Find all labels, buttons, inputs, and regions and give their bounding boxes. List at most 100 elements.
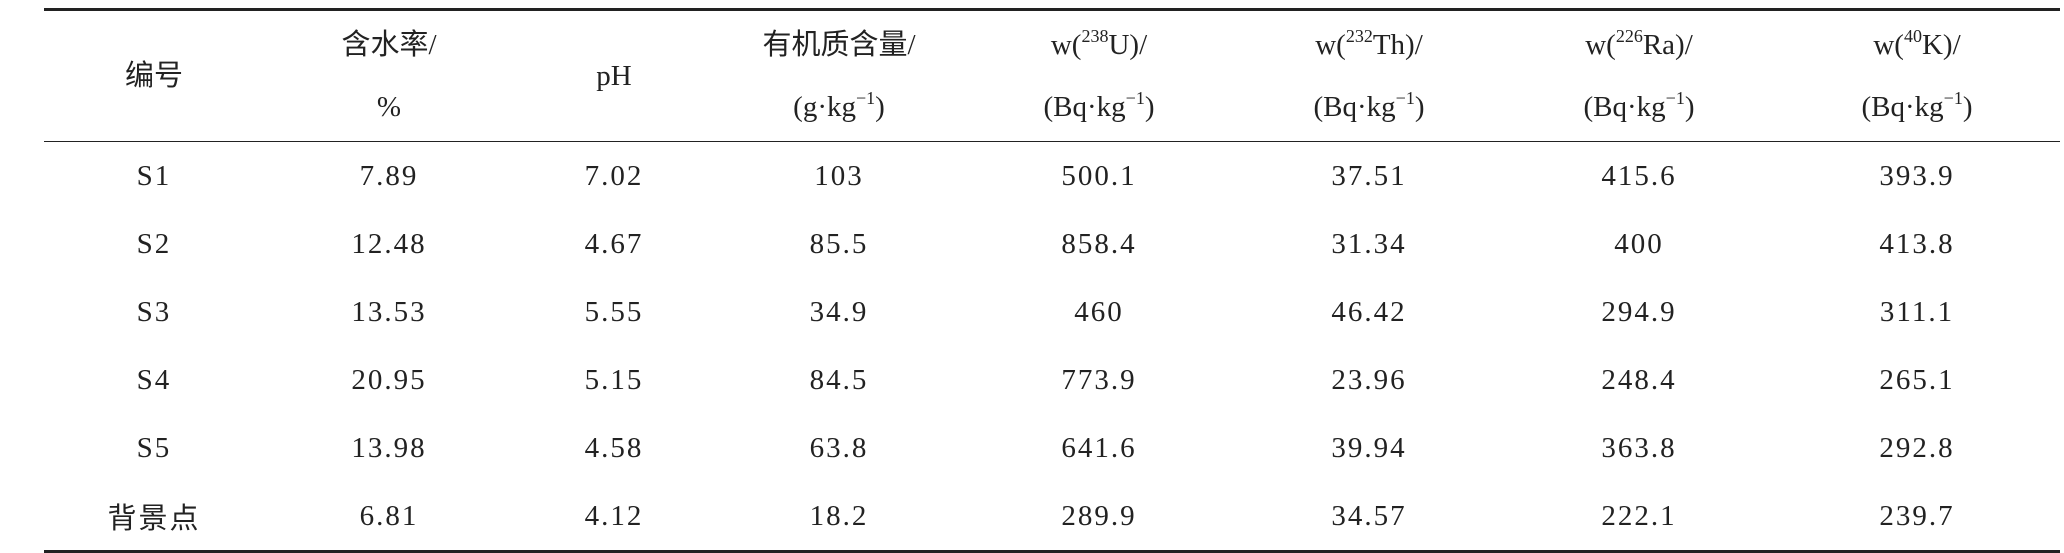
header-line: w(40K)/ bbox=[1775, 14, 2059, 76]
header-text: w( bbox=[1873, 29, 1904, 61]
table-row: S5 13.98 4.58 63.8 641.6 39.94 363.8 292.8 bbox=[44, 414, 2060, 482]
table-cell: 311.1 bbox=[1879, 295, 1955, 328]
header-cell: 有机质含量/ (g·kg−1) bbox=[714, 10, 964, 142]
header-cell: w(238U)/(Bq·kg−1) bbox=[964, 10, 1234, 142]
table-cell: 23.96 bbox=[1331, 363, 1407, 396]
table-cell: 363.8 bbox=[1601, 431, 1677, 464]
table-cell: 34.57 bbox=[1331, 499, 1407, 532]
header-line: pH bbox=[515, 45, 713, 107]
superscript: 232 bbox=[1345, 26, 1373, 46]
header-line: % bbox=[265, 76, 513, 138]
table-cell: 7.02 bbox=[584, 159, 644, 192]
header-cell: w(226Ra)/(Bq·kg−1) bbox=[1504, 10, 1774, 142]
header-text: % bbox=[376, 91, 402, 123]
table-cell: 4.12 bbox=[584, 499, 644, 532]
table-cell: 6.81 bbox=[359, 499, 419, 532]
header-text: K)/ bbox=[1921, 29, 1961, 61]
table-cell: 84.5 bbox=[809, 363, 869, 396]
table-cell: 4.67 bbox=[584, 227, 644, 260]
table-cell: 289.9 bbox=[1061, 499, 1137, 532]
header-cell: w(40K)/(Bq·kg−1) bbox=[1774, 10, 2060, 142]
table-cell: 背景点 bbox=[107, 503, 201, 535]
table-cell: 20.95 bbox=[351, 363, 427, 396]
header-text: ) bbox=[875, 91, 885, 123]
header-text: 含水率/ bbox=[341, 29, 437, 61]
table-row: S4 20.95 5.15 84.5 773.9 23.96 248.4 265.1 bbox=[44, 346, 2060, 414]
header-text: (Bq·kg bbox=[1861, 91, 1944, 123]
header-text: 有机质含量/ bbox=[762, 29, 916, 61]
table-cell: 18.2 bbox=[809, 499, 869, 532]
table-cell: 46.42 bbox=[1331, 295, 1407, 328]
table-row: S3 13.53 5.55 34.9 460 46.42 294.9 311.1 bbox=[44, 278, 2060, 346]
superscript: −1 bbox=[856, 88, 876, 108]
table-cell: 858.4 bbox=[1061, 227, 1137, 260]
table-cell: 5.15 bbox=[584, 363, 644, 396]
superscript: −1 bbox=[1125, 88, 1145, 108]
table-cell: 63.8 bbox=[809, 431, 869, 464]
header-text: Ra)/ bbox=[1642, 29, 1693, 61]
table-wrap: 编号 含水率/% pH 有机质含量/(g·kg−1) w(238U)/(Bq·kg−1)… bbox=[44, 8, 2060, 553]
table-cell: 103 bbox=[814, 159, 864, 192]
header-text: ) bbox=[1144, 91, 1155, 123]
header-line: (Bq·kg−1) bbox=[1775, 76, 2059, 138]
table-cell: 773.9 bbox=[1061, 363, 1137, 396]
table-cell: 37.51 bbox=[1331, 159, 1407, 192]
header-row: 编号 含水率/% pH 有机质含量/(g·kg−1) w(238U)/(Bq·kg−1)… bbox=[44, 9, 2060, 142]
header-cell: 编号 bbox=[44, 10, 264, 142]
header-cell: 含水率/% bbox=[264, 10, 514, 142]
table-row: S2 12.48 4.67 85.5 858.4 31.34 400 413.8 bbox=[44, 210, 2060, 278]
table-cell: 265.1 bbox=[1879, 363, 1955, 396]
table-cell: 34.9 bbox=[809, 295, 869, 328]
superscript: −1 bbox=[1943, 88, 1963, 108]
superscript: 226 bbox=[1615, 26, 1643, 46]
table-cell: 31.34 bbox=[1331, 227, 1407, 260]
header-cell: w(232Th)/(Bq·kg−1) bbox=[1234, 10, 1504, 142]
superscript: 238 bbox=[1081, 26, 1109, 46]
table-cell: 294.9 bbox=[1601, 295, 1677, 328]
header-text: ) bbox=[1414, 91, 1425, 123]
header-line: 有机质含量/ bbox=[715, 14, 963, 76]
table-body: S1 7.89 7.02 103 500.1 37.51 415.6 393.9 S2 12.48… bbox=[44, 142, 2060, 552]
table-cell: 12.48 bbox=[351, 227, 427, 260]
table-row: S1 7.89 7.02 103 500.1 37.51 415.6 393.9 bbox=[44, 142, 2060, 211]
header-line: (Bq·kg−1) bbox=[965, 76, 1233, 138]
table-cell: S4 bbox=[136, 363, 172, 396]
table-cell: 239.7 bbox=[1879, 499, 1955, 532]
table-cell: 248.4 bbox=[1601, 363, 1677, 396]
header-text: (Bq·kg bbox=[1313, 91, 1396, 123]
header-cell: pH bbox=[514, 10, 714, 142]
data-table: 编号 含水率/% pH 有机质含量/(g·kg−1) w(238U)/(Bq·kg−1)… bbox=[44, 8, 2060, 553]
superscript: 40 bbox=[1903, 26, 1922, 46]
header-text: Th)/ bbox=[1372, 29, 1423, 61]
header-line: w(226Ra)/ bbox=[1505, 14, 1773, 76]
table-cell: 85.5 bbox=[809, 227, 869, 260]
header-text: w( bbox=[1585, 29, 1616, 61]
table-cell: 400 bbox=[1614, 227, 1664, 260]
table-cell: 13.98 bbox=[351, 431, 427, 464]
header-line: 编号 bbox=[45, 45, 263, 107]
header-text: w( bbox=[1315, 29, 1346, 61]
table-cell: 4.58 bbox=[584, 431, 644, 464]
table-row: 背景点 6.81 4.12 18.2 289.9 34.57 222.1 239.7 bbox=[44, 482, 2060, 552]
header-text: (g·kg bbox=[793, 91, 856, 123]
header-line: (Bq·kg−1) bbox=[1235, 76, 1503, 138]
table-cell: 7.89 bbox=[359, 159, 419, 192]
header-line: w(238U)/ bbox=[965, 14, 1233, 76]
header-line: w(232Th)/ bbox=[1235, 14, 1503, 76]
table-cell: 292.8 bbox=[1879, 431, 1955, 464]
table-cell: 393.9 bbox=[1879, 159, 1955, 192]
table-cell: 39.94 bbox=[1331, 431, 1407, 464]
header-text: (Bq·kg bbox=[1583, 91, 1666, 123]
table-cell: 500.1 bbox=[1061, 159, 1137, 192]
header-text: (Bq·kg bbox=[1043, 91, 1126, 123]
header-text: ) bbox=[1684, 91, 1695, 123]
header-line: (Bq·kg−1) bbox=[1505, 76, 1773, 138]
table-cell: S5 bbox=[136, 431, 172, 464]
superscript: −1 bbox=[1395, 88, 1415, 108]
table-cell: 5.55 bbox=[584, 295, 644, 328]
table-cell: 222.1 bbox=[1601, 499, 1677, 532]
table-cell: S1 bbox=[136, 159, 172, 192]
header-line: (g·kg−1) bbox=[715, 76, 963, 138]
table-cell: 413.8 bbox=[1879, 227, 1955, 260]
table-cell: 460 bbox=[1074, 295, 1124, 328]
